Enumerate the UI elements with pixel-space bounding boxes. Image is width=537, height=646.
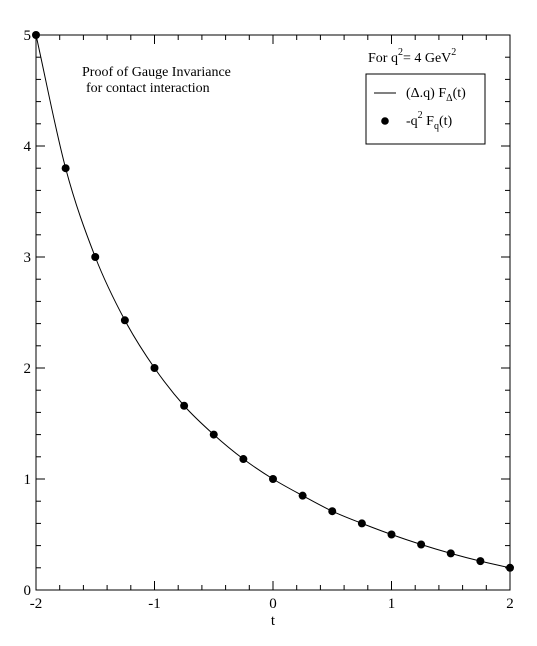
annotation-title-line1: Proof of Gauge Invariance [82, 65, 231, 80]
x-ticks [35, 35, 511, 590]
data-point [180, 401, 189, 410]
data-point [91, 253, 100, 261]
legend-marker-post: (t) [439, 114, 453, 129]
series-line [35, 34, 511, 569]
legend-line-post: (t) [453, 86, 467, 101]
x-axis-title: t [271, 613, 276, 629]
condition-mid: = 4 GeV [403, 51, 451, 66]
condition-label: For q2= 4 GeV2 [368, 47, 456, 66]
data-point [506, 563, 514, 572]
data-point [120, 316, 129, 325]
y-tick-label: 1 [24, 472, 32, 488]
data-point [476, 557, 485, 566]
data-point [357, 519, 366, 528]
x-tick-label: 0 [269, 596, 277, 612]
x-tick-label: -2 [30, 596, 43, 612]
legend-box [365, 73, 486, 145]
data-point [328, 507, 337, 516]
y-tick-label: 0 [24, 583, 32, 599]
data-point [32, 31, 40, 39]
legend-line-pre: (Δ.q) F [406, 86, 446, 101]
condition-sup-1: 2 [398, 47, 403, 58]
x-tick-label: -1 [148, 596, 161, 612]
data-point [61, 164, 70, 173]
legend-marker-label: -q2 Fq(t) [406, 110, 453, 132]
data-point [150, 364, 159, 372]
x-tick-label: 2 [506, 596, 514, 612]
legend: (Δ.q) FΔ(t) -q2 Fq(t) [365, 73, 486, 145]
annotation-title-line2: for contact interaction [86, 81, 210, 96]
condition-sup-2: 2 [451, 47, 456, 58]
y-tick-labels: 0 1 2 3 4 5 [24, 28, 32, 599]
legend-line-sub: Δ [446, 93, 453, 104]
y-tick-label: 5 [24, 28, 32, 44]
legend-marker-sub: q [434, 121, 439, 132]
data-point [298, 491, 307, 500]
data-point [209, 430, 218, 439]
y-tick-label: 2 [24, 361, 32, 377]
condition-prefix: For q [368, 51, 398, 66]
series-line-group [35, 34, 511, 569]
y-tick-label: 4 [24, 139, 32, 155]
data-point [387, 530, 396, 539]
legend-marker-sup: 2 [418, 110, 423, 121]
legend-marker-mid: F [423, 114, 435, 129]
x-tick-labels: -2 -1 0 1 2 [30, 596, 514, 612]
data-point [417, 540, 426, 549]
data-point [269, 475, 277, 483]
y-tick-label: 3 [24, 250, 32, 266]
legend-marker-swatch [381, 117, 389, 125]
series-marker-group [32, 31, 514, 572]
legend-marker-pre: -q [406, 114, 418, 129]
data-point [446, 549, 455, 558]
data-point [239, 455, 248, 464]
legend-line-label: (Δ.q) FΔ(t) [406, 86, 466, 104]
x-tick-label: 1 [388, 596, 396, 612]
